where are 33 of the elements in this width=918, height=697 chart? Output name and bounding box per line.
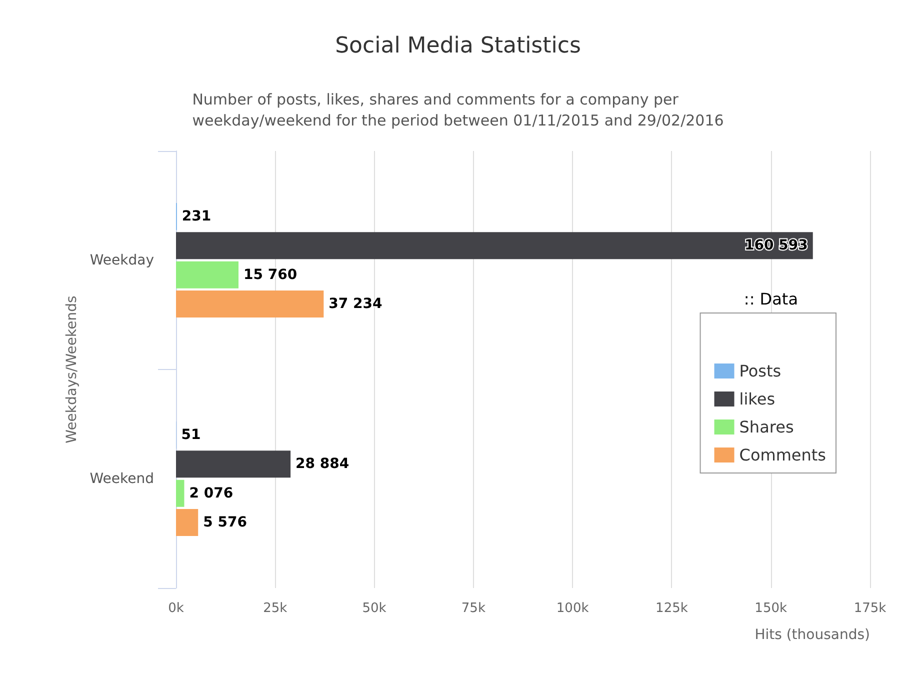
- bar: [176, 290, 324, 318]
- legend-label: Shares: [739, 418, 794, 436]
- x-axis-title: Hits (thousands): [754, 627, 870, 643]
- x-tick-label: 50k: [362, 601, 387, 616]
- y-axis-title: Weekdays/Weekends: [64, 296, 80, 444]
- bar: [176, 508, 198, 536]
- x-tick-label: 0k: [168, 601, 184, 616]
- chart-subtitle: Number of posts, likes, shares and comments for a company per weekday/weekend for the period between 01/11/2015 and 29/02/2016: [192, 90, 724, 130]
- chart-title: Social Media Statistics: [335, 34, 581, 58]
- y-tick-label: Weekend: [90, 470, 154, 487]
- data-label: 160 593: [744, 238, 808, 254]
- x-tick-label: 75k: [461, 601, 486, 616]
- legend-label: Posts: [739, 362, 782, 380]
- x-tick-label: 175k: [854, 601, 887, 616]
- bar: [176, 261, 238, 288]
- x-tick-label: 25k: [263, 601, 288, 616]
- bar: [176, 232, 813, 260]
- x-tick-label: 125k: [656, 601, 688, 616]
- data-label: 2 076: [189, 485, 234, 502]
- x-tick-label: 100k: [556, 601, 590, 616]
- data-label: 231: [182, 208, 212, 225]
- data-label: 51: [181, 427, 201, 444]
- legend-label: Comments: [739, 446, 826, 464]
- legend-label: likes: [739, 390, 776, 408]
- x-tick-label: 150k: [754, 601, 788, 616]
- data-label: 37 234: [328, 296, 382, 312]
- data-label: 28 884: [296, 456, 350, 472]
- legend-title: :: Data: [744, 290, 798, 308]
- data-label: 15 760: [244, 266, 298, 283]
- y-tick-label: Weekday: [90, 252, 154, 268]
- bar: [176, 450, 291, 478]
- data-label: 5 576: [203, 514, 247, 530]
- bar: [176, 480, 184, 507]
